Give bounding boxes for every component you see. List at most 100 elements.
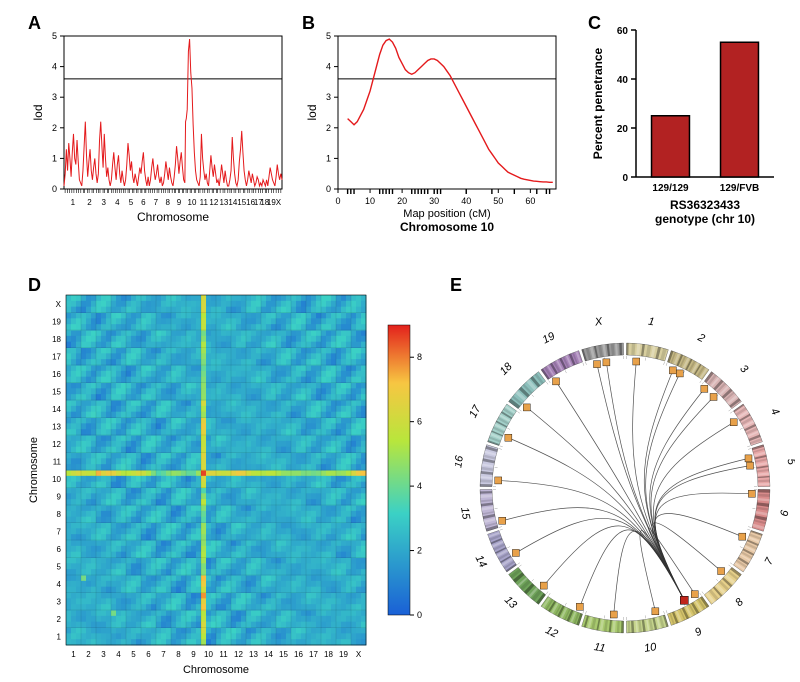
svg-text:1: 1: [52, 153, 57, 163]
svg-text:12: 12: [543, 624, 559, 640]
svg-text:9: 9: [177, 198, 182, 207]
svg-text:Chromosome: Chromosome: [183, 664, 249, 676]
svg-text:4: 4: [116, 650, 121, 659]
svg-text:4: 4: [768, 406, 781, 417]
svg-text:129/129: 129/129: [652, 183, 689, 194]
svg-text:12: 12: [209, 198, 218, 207]
svg-text:1: 1: [57, 632, 62, 641]
svg-text:8: 8: [733, 596, 746, 609]
svg-text:5: 5: [129, 198, 134, 207]
svg-text:4: 4: [326, 62, 331, 72]
svg-text:7: 7: [154, 198, 159, 207]
svg-text:7: 7: [57, 527, 62, 536]
svg-text:1: 1: [71, 650, 76, 659]
svg-text:15: 15: [52, 387, 61, 396]
panel-c-chart: 0204060Percent penetrance129/129129/FVBR…: [588, 20, 780, 235]
svg-text:60: 60: [617, 26, 629, 37]
svg-text:10: 10: [52, 475, 61, 484]
svg-text:2: 2: [326, 123, 331, 133]
svg-text:8: 8: [57, 510, 62, 519]
svg-text:lod: lod: [305, 104, 319, 120]
svg-text:9: 9: [191, 650, 196, 659]
svg-text:X: X: [56, 300, 62, 309]
svg-text:13: 13: [52, 422, 61, 431]
svg-text:Percent penetrance: Percent penetrance: [591, 47, 605, 159]
panel-e-circos: 12345678910111213141516171819X: [455, 290, 795, 670]
svg-text:6: 6: [417, 417, 422, 427]
svg-text:14: 14: [473, 553, 489, 569]
svg-text:4: 4: [417, 481, 422, 491]
svg-text:7: 7: [763, 555, 777, 567]
svg-text:5: 5: [326, 31, 331, 41]
svg-text:Chromosome 10: Chromosome 10: [400, 220, 494, 234]
svg-text:Map position (cM): Map position (cM): [403, 208, 490, 220]
svg-text:19: 19: [541, 330, 557, 346]
svg-text:10: 10: [188, 198, 197, 207]
svg-text:20: 20: [617, 124, 629, 135]
svg-text:Chromosome: Chromosome: [28, 437, 40, 503]
svg-text:40: 40: [461, 196, 471, 206]
svg-text:7: 7: [161, 650, 166, 659]
svg-text:0: 0: [52, 184, 57, 194]
svg-text:11: 11: [53, 457, 62, 466]
svg-text:30: 30: [429, 196, 439, 206]
svg-text:6: 6: [141, 198, 146, 207]
svg-text:16: 16: [52, 370, 61, 379]
svg-text:6: 6: [779, 509, 792, 518]
svg-text:3: 3: [52, 92, 57, 102]
svg-text:11: 11: [219, 650, 228, 659]
svg-text:5: 5: [57, 562, 62, 571]
svg-text:2: 2: [52, 123, 57, 133]
svg-text:X: X: [593, 315, 604, 328]
svg-text:16: 16: [455, 454, 466, 469]
svg-text:3: 3: [101, 650, 106, 659]
svg-text:4: 4: [57, 580, 62, 589]
svg-text:2: 2: [417, 546, 422, 556]
svg-text:12: 12: [52, 440, 61, 449]
svg-text:0: 0: [622, 173, 628, 184]
svg-text:X: X: [356, 650, 362, 659]
svg-text:10: 10: [643, 641, 658, 655]
svg-text:16: 16: [294, 650, 303, 659]
svg-text:1: 1: [326, 153, 331, 163]
svg-text:0: 0: [326, 184, 331, 194]
svg-text:10: 10: [365, 196, 375, 206]
svg-text:129/FVB: 129/FVB: [720, 183, 759, 194]
svg-text:2: 2: [57, 615, 62, 624]
svg-text:3: 3: [57, 597, 62, 606]
svg-text:8: 8: [165, 198, 170, 207]
svg-text:18: 18: [52, 335, 61, 344]
svg-text:5: 5: [131, 650, 136, 659]
svg-text:19: 19: [52, 317, 61, 326]
svg-text:11: 11: [593, 641, 606, 655]
svg-text:15: 15: [458, 506, 472, 521]
svg-text:1: 1: [71, 198, 76, 207]
svg-text:60: 60: [525, 196, 535, 206]
svg-text:17: 17: [52, 352, 61, 361]
svg-text:Chromosome: Chromosome: [137, 210, 209, 224]
svg-text:5: 5: [785, 458, 795, 467]
svg-text:19: 19: [339, 650, 348, 659]
svg-text:8: 8: [417, 352, 422, 362]
svg-text:13: 13: [502, 594, 520, 612]
svg-text:2: 2: [86, 650, 91, 659]
svg-text:40: 40: [617, 75, 629, 86]
svg-text:2: 2: [87, 198, 92, 207]
svg-text:8: 8: [176, 650, 181, 659]
svg-text:3: 3: [326, 92, 331, 102]
svg-text:12: 12: [234, 650, 243, 659]
svg-text:50: 50: [493, 196, 503, 206]
svg-text:6: 6: [57, 545, 62, 554]
svg-text:18: 18: [324, 650, 333, 659]
svg-text:15: 15: [279, 650, 288, 659]
svg-text:9: 9: [693, 626, 704, 639]
svg-text:20: 20: [397, 196, 407, 206]
svg-text:13: 13: [249, 650, 258, 659]
svg-text:1: 1: [647, 316, 655, 329]
svg-text:14: 14: [52, 405, 61, 414]
svg-text:6: 6: [146, 650, 151, 659]
svg-text:lod: lod: [31, 104, 45, 120]
svg-text:11: 11: [200, 198, 209, 207]
svg-text:14: 14: [264, 650, 273, 659]
svg-text:3: 3: [101, 198, 106, 207]
